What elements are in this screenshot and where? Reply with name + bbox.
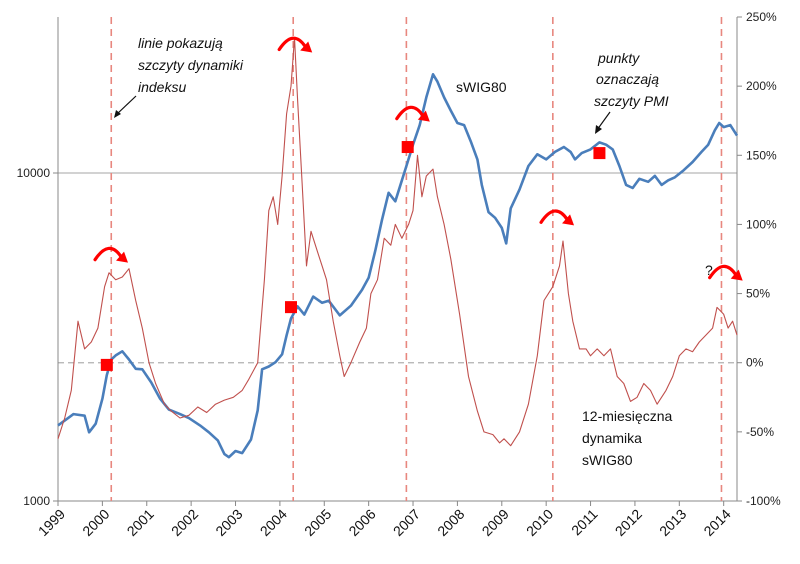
pmi-peak-markers — [100, 141, 606, 371]
pmi-peak-marker-3 — [593, 147, 606, 160]
axes — [53, 16, 742, 506]
momentum-label-line-2: dynamika — [582, 430, 642, 446]
right-axis-tick-label-5: 150% — [746, 148, 777, 162]
pmi-note-arrowhead — [595, 125, 602, 134]
right-axis-tick-label-0: -100% — [746, 494, 781, 508]
pmi-note-line-3: szczyty PMI — [594, 93, 669, 109]
momentum-arrow-1 — [277, 36, 313, 53]
pmi-note-line-2: oznaczają — [596, 71, 659, 87]
pmi-note-arrow-shaft — [596, 111, 611, 131]
momentum-arrow-head — [116, 251, 129, 263]
pmi-note-line-1: punkty — [597, 50, 640, 66]
swig80-index-line — [57, 73, 739, 459]
question-mark-note: ? — [705, 262, 713, 278]
right-axis-tick-label-4: 100% — [746, 217, 777, 231]
right-axis-tick-label-3: 50% — [746, 287, 770, 301]
pmi-peak-marker-0 — [100, 358, 113, 371]
right-axis-tick-label-2: 0% — [746, 356, 764, 370]
momentum-arrow-4 — [708, 264, 743, 281]
momentum-arrow-head — [417, 110, 430, 122]
series-lines — [57, 37, 739, 459]
momentum-arrow-arc — [395, 105, 425, 121]
momentum-arrow-head — [562, 214, 575, 226]
momentum-arrow-3 — [539, 209, 575, 226]
right-axis-tick-label-6: 200% — [746, 79, 777, 93]
momentum-arrow-arc — [539, 209, 569, 224]
pmi-peak-marker-1 — [284, 301, 297, 314]
momentum-arrow-arc — [277, 36, 307, 52]
momentum-label-line-1: 12-miesięczna — [582, 408, 672, 424]
peaks-note-line-3: indeksu — [138, 79, 186, 95]
right-axis-tick-label-1: -50% — [746, 425, 774, 439]
momentum-arrow-2 — [395, 105, 430, 122]
gridlines — [58, 172, 737, 364]
right-axis-tick-label-7: 250% — [746, 10, 777, 24]
pmi-peak-marker-2 — [401, 141, 414, 154]
peaks-note-line-2: szczyty dynamiki — [138, 57, 244, 73]
momentum-arrow-head — [730, 269, 743, 281]
peaks-note-arrow-shaft — [115, 95, 137, 116]
momentum-line — [57, 37, 738, 447]
left-axis-tick-label-1: 10000 — [17, 166, 51, 180]
momentum-arrow-arc — [708, 264, 738, 280]
left-axis-tick-label-0: 1000 — [23, 494, 50, 508]
momentum-label-line-3: sWIG80 — [582, 452, 633, 468]
peaks-note-arrowhead — [114, 110, 121, 118]
swig80-series-label: sWIG80 — [456, 79, 507, 95]
momentum-arrow-head — [300, 41, 313, 53]
momentum-arrow-arc — [93, 246, 123, 262]
momentum-arrow-0 — [93, 246, 129, 263]
index-peak-lines — [110, 17, 723, 501]
momentum-arrows — [93, 36, 743, 281]
peaks-note-line-1: linie pokazują — [138, 35, 223, 51]
annotations: linie pokazują szczyty dynamiki indeksu … — [114, 35, 713, 468]
